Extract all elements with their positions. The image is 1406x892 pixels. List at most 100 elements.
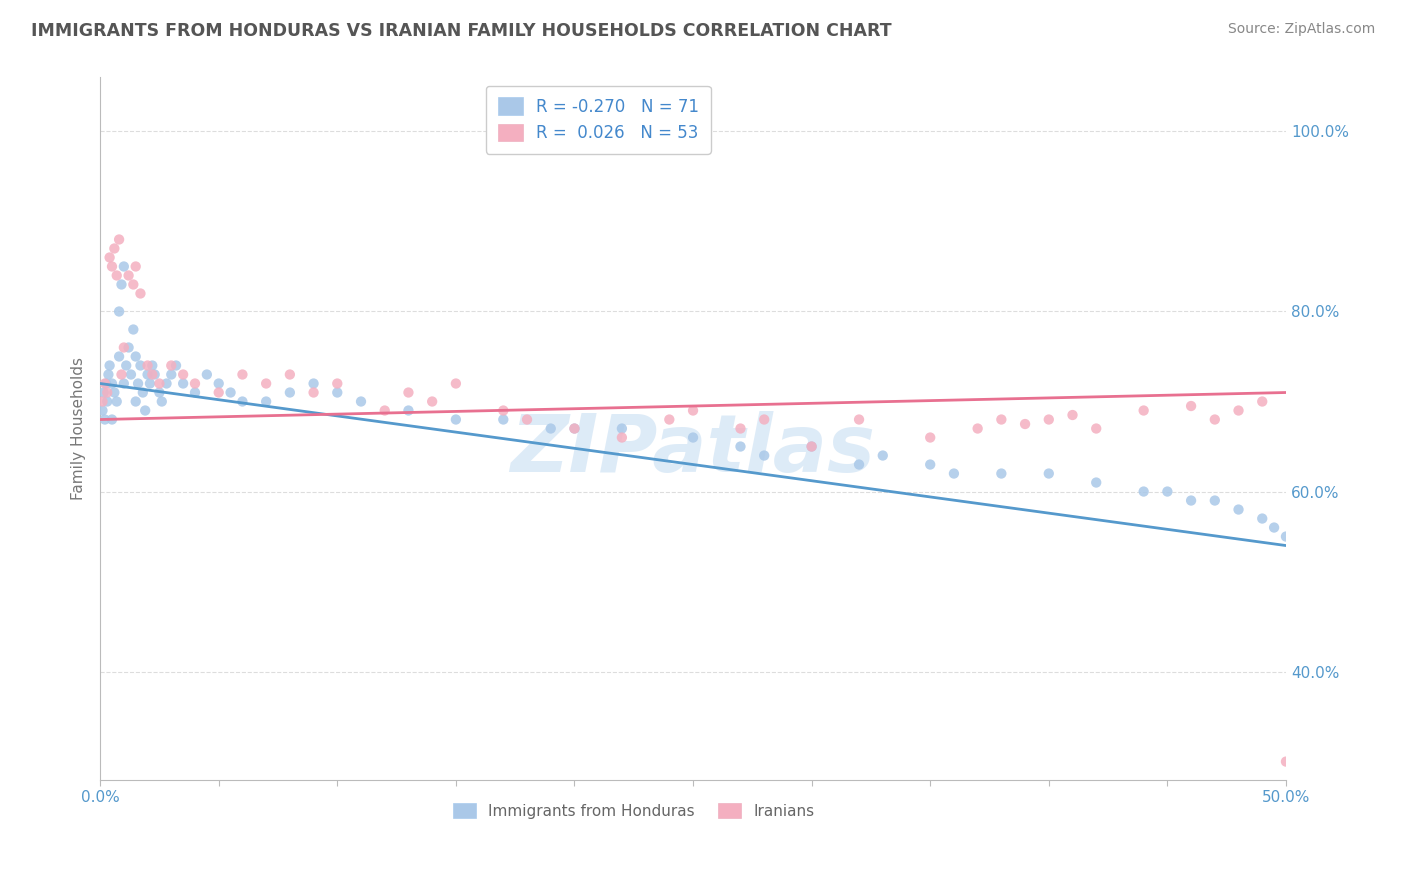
Point (1085, 475, 1108, 490)
Point (136, 368, 159, 382)
Point (105, 394, 128, 409)
Point (148, 385, 170, 400)
Point (1062, 408, 1084, 422)
Point (302, 376, 325, 391)
Point (1132, 484, 1154, 499)
Point (112, 376, 135, 391)
Point (117, 341, 139, 355)
Point (125, 350, 148, 364)
Point (125, 260, 148, 274)
Point (110, 368, 132, 382)
Point (98, 251, 121, 265)
Point (231, 394, 253, 409)
Point (208, 376, 231, 391)
Point (155, 376, 177, 391)
Point (108, 304, 131, 318)
Point (1251, 394, 1274, 409)
Text: IMMIGRANTS FROM HONDURAS VS IRANIAN FAMILY HOUSEHOLDS CORRELATION CHART: IMMIGRANTS FROM HONDURAS VS IRANIAN FAMI… (31, 22, 891, 40)
Point (278, 385, 301, 400)
Text: Source: ZipAtlas.com: Source: ZipAtlas.com (1227, 22, 1375, 37)
Point (96, 385, 118, 400)
Point (1227, 403, 1250, 417)
Point (101, 412, 124, 426)
Point (141, 359, 163, 373)
Point (129, 359, 152, 373)
Point (136, 359, 159, 373)
Point (682, 430, 704, 444)
Point (1014, 417, 1036, 431)
Point (115, 359, 138, 373)
Point (148, 376, 170, 391)
Point (105, 268, 128, 283)
Point (444, 376, 467, 391)
Point (920, 430, 942, 444)
Point (94, 376, 117, 391)
Point (122, 322, 145, 336)
Point (98, 359, 121, 373)
Legend: Immigrants from Honduras, Iranians: Immigrants from Honduras, Iranians (447, 797, 820, 824)
Point (132, 385, 155, 400)
Point (800, 440, 823, 454)
Point (112, 260, 135, 274)
Point (231, 368, 253, 382)
Point (1204, 412, 1226, 426)
Point (91, 394, 114, 409)
Point (420, 394, 443, 409)
Point (1038, 467, 1060, 481)
Point (254, 376, 277, 391)
Point (125, 394, 148, 409)
Point (150, 394, 173, 409)
Point (1180, 399, 1202, 413)
Point (754, 449, 776, 463)
Point (326, 385, 349, 400)
Point (610, 430, 633, 444)
Point (492, 403, 515, 417)
Point (160, 368, 183, 382)
Point (1085, 421, 1108, 435)
Point (129, 286, 152, 301)
Point (682, 403, 704, 417)
Point (108, 350, 131, 364)
Point (848, 458, 870, 472)
Point (326, 376, 349, 391)
Point (1275, 755, 1298, 769)
Point (990, 412, 1012, 426)
Point (101, 260, 124, 274)
Point (160, 359, 183, 373)
Point (1156, 484, 1178, 499)
Point (219, 385, 242, 400)
Point (848, 412, 870, 426)
Point (120, 368, 142, 382)
Point (122, 277, 145, 292)
Point (97, 368, 120, 382)
Point (1038, 412, 1060, 426)
Point (143, 368, 166, 382)
Point (920, 458, 942, 472)
Point (1180, 493, 1202, 508)
Point (754, 412, 776, 426)
Point (93, 385, 115, 400)
Point (172, 376, 194, 391)
Point (112, 341, 135, 355)
Point (278, 368, 301, 382)
Point (1204, 493, 1226, 508)
Point (730, 421, 752, 435)
Point (398, 385, 420, 400)
Y-axis label: Family Households: Family Households (72, 357, 86, 500)
Point (1263, 520, 1285, 534)
Point (1275, 530, 1298, 544)
Point (1132, 403, 1154, 417)
Point (444, 412, 467, 426)
Point (101, 376, 124, 391)
Point (108, 232, 131, 246)
Point (658, 412, 681, 426)
Point (141, 368, 163, 382)
Point (208, 385, 231, 400)
Point (564, 421, 586, 435)
Point (103, 385, 125, 400)
Point (800, 440, 823, 454)
Point (254, 394, 277, 409)
Point (134, 403, 156, 417)
Point (942, 467, 965, 481)
Point (350, 394, 373, 409)
